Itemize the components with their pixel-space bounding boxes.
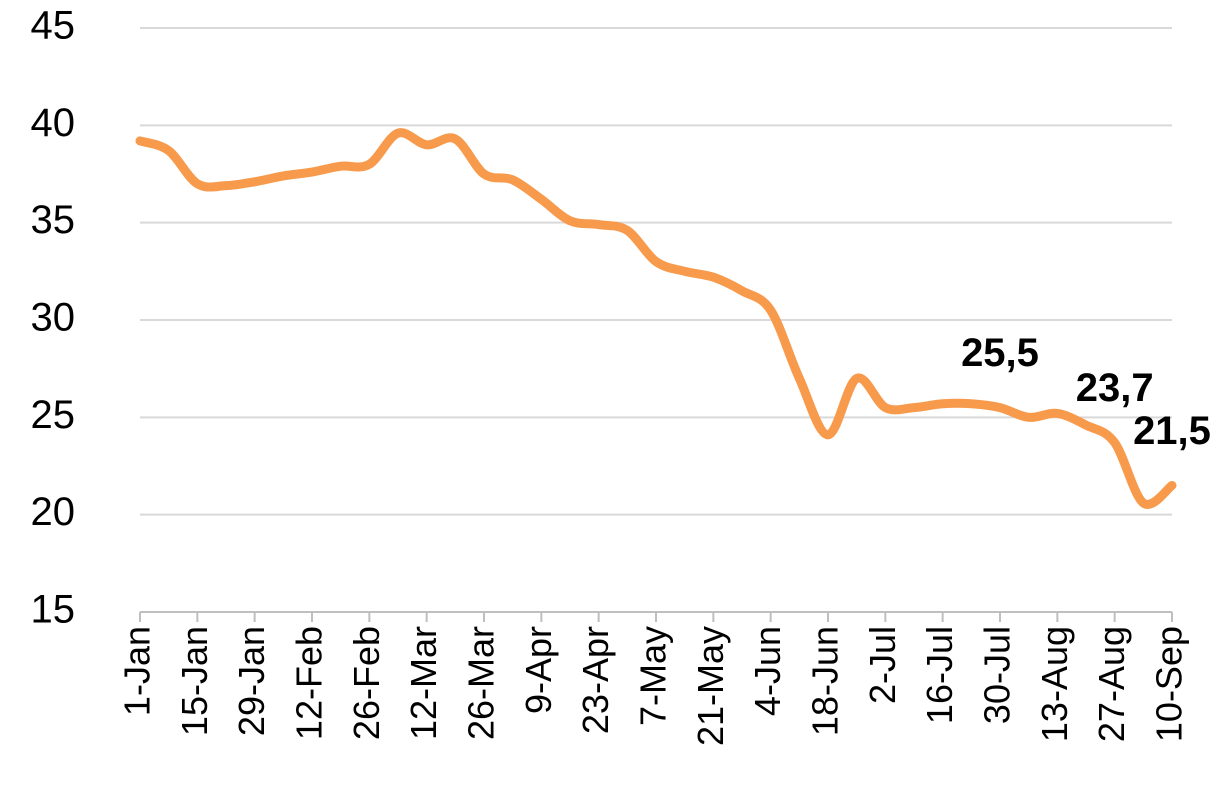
y-tick-label: 25	[31, 393, 76, 437]
x-tick-label: 29-Jan	[231, 626, 272, 736]
y-tick-label: 40	[31, 101, 76, 145]
x-tick-label: 13-Aug	[1034, 626, 1075, 742]
x-tick-label: 27-Aug	[1091, 626, 1132, 742]
x-tick-label: 30-Jul	[977, 626, 1018, 724]
data-label: 23,7	[1076, 366, 1154, 410]
x-tick-label: 21-May	[690, 626, 731, 746]
y-tick-label: 45	[31, 4, 76, 48]
x-tick-label: 1-Jan	[117, 626, 158, 716]
x-tick-label: 16-Jul	[919, 626, 960, 724]
x-tick-label: 4-Jun	[747, 626, 788, 716]
x-tick-label: 26-Feb	[346, 626, 387, 740]
x-tick-label: 26-Mar	[461, 626, 502, 740]
x-tick-label: 23-Apr	[575, 626, 616, 734]
y-tick-label: 20	[31, 490, 76, 534]
x-tick-label: 2-Jul	[862, 626, 903, 704]
x-tick-label: 7-May	[633, 626, 674, 726]
x-tick-label: 9-Apr	[518, 626, 559, 714]
data-label: 21,5	[1133, 409, 1211, 453]
line	[135, 128, 1177, 509]
y-tick-label: 30	[31, 296, 76, 340]
x-tick-label: 12-Mar	[403, 626, 444, 740]
x-tick-label: 10-Sep	[1149, 626, 1190, 742]
x-tick-label: 18-Jun	[805, 626, 846, 736]
y-tick-label: 15	[31, 588, 76, 632]
data-label: 25,5	[961, 331, 1039, 375]
x-tick-label: 15-Jan	[174, 626, 215, 736]
x-tick-label: 12-Feb	[289, 626, 330, 740]
y-tick-label: 35	[31, 198, 76, 242]
